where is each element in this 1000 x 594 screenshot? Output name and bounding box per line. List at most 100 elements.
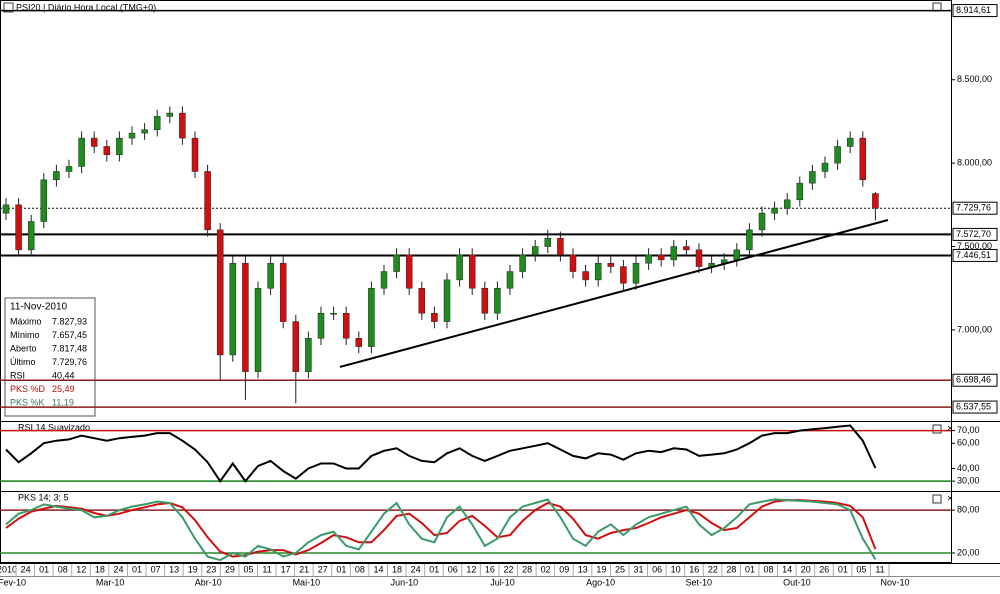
candle-body [368, 287, 375, 347]
candle-body [305, 338, 312, 372]
x-tick-label: 01 [39, 564, 49, 574]
candle-body [859, 137, 867, 181]
info-box: 11-Nov-2010 Máximo 7.827,93 Mínimo 7.657,45… [4, 297, 96, 417]
x-tick-label: 05 [856, 564, 866, 574]
close-button[interactable]: × [947, 424, 953, 435]
candle-body [65, 166, 73, 172]
level-label: 7.572,70 [956, 229, 991, 239]
candle-body [683, 246, 690, 251]
x-tick-label: 13 [169, 564, 179, 574]
y-tick-label: 8.000,00 [957, 158, 992, 168]
candle-body [557, 237, 564, 256]
maximize-button[interactable] [932, 424, 942, 434]
series-line [5, 498, 877, 562]
level-label: 6.698,46 [956, 375, 991, 385]
x-tick-label: 11 [875, 564, 884, 574]
candle-body [153, 116, 161, 131]
level-label: 8.914,61 [956, 5, 991, 15]
x-tick-label: 05 [243, 564, 253, 574]
info-value: 40,44 [52, 370, 75, 380]
level-label: 7.446,51 [956, 250, 991, 260]
x-tick-label: 17 [281, 564, 291, 574]
level-label-box [952, 400, 998, 414]
close-button[interactable]: × [947, 494, 953, 505]
x-tick-label: 21 [299, 564, 309, 574]
maximize-button[interactable] [932, 494, 942, 504]
candle-body [632, 262, 640, 284]
candle-body [418, 287, 426, 314]
info-label: PKS %K [10, 397, 45, 407]
candle-body [116, 137, 123, 156]
x-tick-label: 27 [318, 564, 328, 574]
candle-body [456, 254, 463, 281]
x-tick-label: 01 [745, 564, 755, 574]
x-tick-label: 08 [764, 564, 774, 574]
chart-title: PSI20 | Diário Hora Local (TMG+0) [16, 2, 156, 12]
x-tick-label: 11 [262, 564, 271, 574]
candle-body [216, 229, 224, 356]
candle-body [279, 262, 287, 322]
x-tick-label: 13 [578, 564, 588, 574]
x-tick-label: 29 [225, 564, 235, 574]
x-tick-label: 16 [485, 564, 495, 574]
candle-body [746, 229, 753, 251]
candle-body [179, 112, 186, 139]
x-tick-label: 02 [541, 564, 551, 574]
info-value: 7.657,45 [52, 330, 87, 340]
y-tick-label: 30,00 [957, 476, 980, 486]
candle-body [15, 204, 22, 251]
candle-body [494, 287, 501, 314]
maximize-button[interactable] [932, 2, 942, 12]
x-tick-label: 16 [689, 564, 699, 574]
x-tick-label: 28 [522, 564, 532, 574]
candle-body [733, 249, 741, 261]
info-label: RSI [10, 370, 25, 380]
candle-body [53, 171, 60, 181]
x-tick-label: 24 [411, 564, 421, 574]
window-icon[interactable] [3, 2, 14, 13]
x-tick-label: 18 [95, 564, 105, 574]
x-tick-label: 14 [782, 564, 792, 574]
candle-body [204, 171, 211, 231]
x-tick-label: 01 [838, 564, 848, 574]
x-tick-label: 06 [652, 564, 662, 574]
x-tick-label: 07 [151, 564, 161, 574]
candle-body [758, 212, 766, 231]
series-line [5, 499, 877, 558]
candle-body [27, 221, 35, 251]
candle-body [531, 246, 539, 256]
candle-body [645, 254, 652, 264]
candle-body [405, 254, 413, 289]
month-label: Fev-10 [0, 577, 26, 587]
month-label: Ago-10 [586, 577, 615, 587]
x-tick-label: 12 [76, 564, 86, 574]
panel-title: RSI 14 Suavizado [18, 422, 90, 432]
info-label: Último [10, 357, 36, 367]
candle-body [103, 146, 111, 156]
x-tick-label: 08 [355, 564, 365, 574]
x-tick-label: 18 [392, 564, 402, 574]
x-tick-label: 22 [504, 564, 514, 574]
level-label-box [952, 248, 998, 262]
candle-body [90, 137, 98, 147]
candle-body [292, 321, 300, 372]
candle-body [355, 338, 363, 347]
candle-body [141, 129, 148, 134]
x-tick-label: 08 [58, 564, 68, 574]
x-tick-label: 24 [113, 564, 123, 574]
candle-body [519, 254, 526, 272]
panel-title: PKS 14; 3; 5 [18, 492, 69, 502]
month-label: Set-10 [686, 577, 713, 587]
candle-body [695, 249, 703, 267]
x-tick-label: 28 [726, 564, 736, 574]
candle-body [393, 254, 400, 272]
y-tick-label: 20,00 [957, 547, 980, 557]
candle-body [607, 262, 615, 267]
candle-body [468, 254, 476, 289]
y-tick-label: 70,00 [957, 425, 980, 435]
series-line [5, 424, 877, 483]
candle-body [544, 237, 552, 247]
candle-body [254, 287, 262, 372]
info-date: 11-Nov-2010 [10, 302, 68, 313]
y-tick-label: 60,00 [957, 438, 980, 448]
